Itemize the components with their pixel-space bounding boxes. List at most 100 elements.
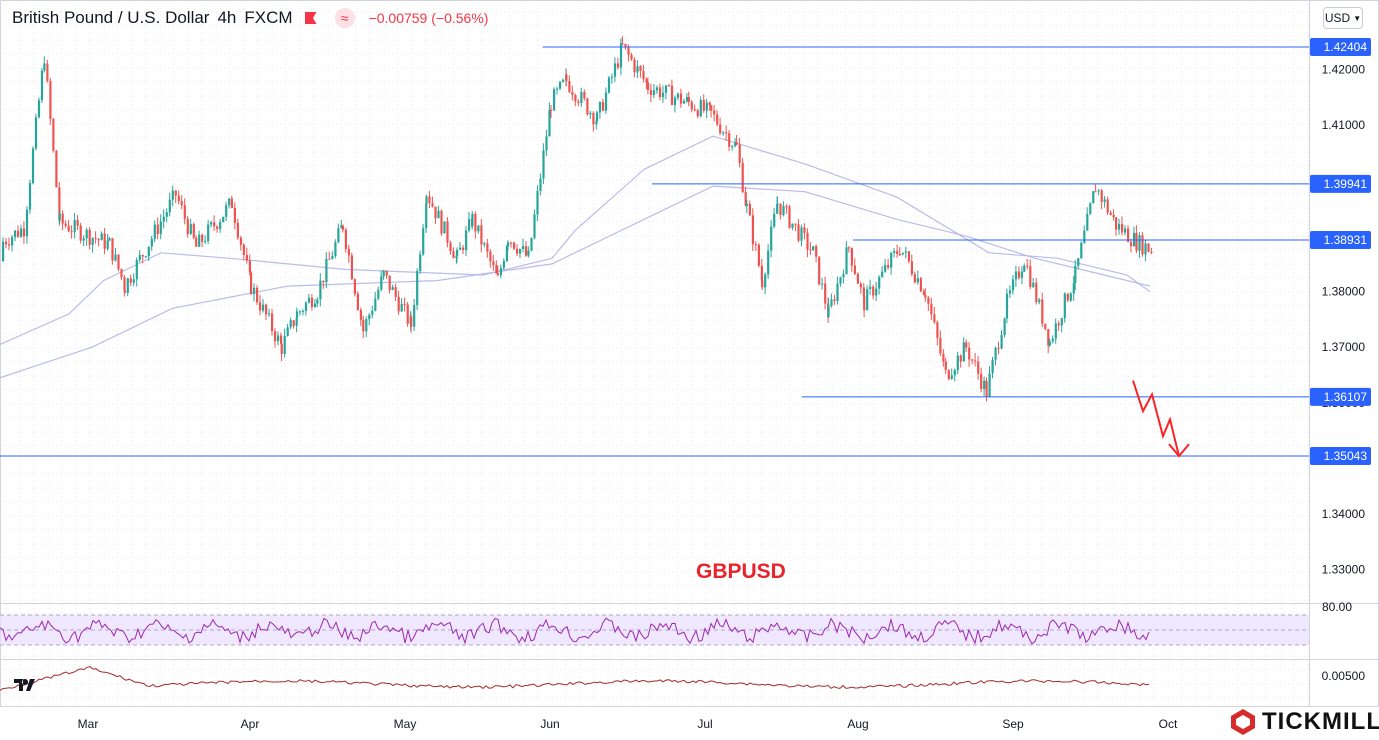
level-price-tag <box>1310 387 1371 406</box>
candle-body <box>471 213 474 227</box>
candle-body <box>738 144 741 163</box>
candle-body <box>55 150 58 188</box>
candle-body <box>507 242 510 247</box>
candle-body <box>550 109 553 111</box>
candle-body <box>1092 191 1095 204</box>
candle-body <box>129 278 132 283</box>
candle-body <box>14 230 17 238</box>
candle-body <box>779 203 782 216</box>
candle-body <box>459 247 462 250</box>
candle-body <box>856 273 859 284</box>
candle-body <box>310 297 314 307</box>
candle-body <box>1127 228 1130 243</box>
candle-body <box>168 199 171 213</box>
candle-body <box>971 359 974 361</box>
candle-body <box>316 299 319 304</box>
candle-body <box>800 227 803 241</box>
x-tick-label: Jul <box>697 717 712 731</box>
timeframe-label[interactable]: 4h <box>217 8 237 27</box>
candle-body <box>295 311 299 318</box>
candle-body <box>474 213 477 232</box>
candle-body <box>150 238 153 247</box>
candle-body <box>751 215 754 245</box>
candle-body <box>734 142 737 147</box>
candle-body <box>633 59 636 73</box>
candle-body <box>368 314 371 320</box>
candle-body <box>489 251 492 262</box>
wave-icon[interactable]: ≈ <box>334 8 355 28</box>
level-price-tag <box>1310 446 1371 465</box>
forecast-arrow <box>1132 380 1180 457</box>
candle-body <box>70 231 73 233</box>
candle-body <box>661 92 665 98</box>
candle-body <box>298 311 302 313</box>
candle-body <box>58 187 61 221</box>
candle-body <box>824 283 827 304</box>
candle-body <box>797 224 800 241</box>
candle-body <box>477 225 480 232</box>
candle-body <box>219 222 222 229</box>
candle-body <box>385 270 388 276</box>
candle-body <box>446 221 449 243</box>
candle-body <box>527 250 530 256</box>
candle-body <box>898 253 901 255</box>
candle-body <box>545 136 548 151</box>
candle-body <box>761 280 764 288</box>
candle-body <box>924 294 927 298</box>
candle-body <box>812 246 815 251</box>
candle-body <box>334 242 337 257</box>
candle-body <box>722 132 725 134</box>
candle-body <box>1054 323 1057 339</box>
candle-body <box>1147 243 1150 252</box>
candle-body <box>111 238 114 261</box>
flag-icon[interactable] <box>304 12 317 24</box>
candle-body <box>1115 217 1118 230</box>
candle-body <box>100 233 103 241</box>
candle-body <box>696 110 699 117</box>
chart-header: British Pound / U.S. Dollar 4h FXCM ≈ −0… <box>12 8 488 28</box>
candle-body <box>942 353 945 362</box>
candle-body <box>331 256 334 259</box>
candle-body <box>242 244 245 256</box>
level-price-tag <box>1310 174 1371 193</box>
candle-body <box>1057 323 1060 326</box>
candle-body <box>827 305 830 318</box>
candle-body <box>580 92 583 103</box>
candle-body <box>818 256 821 285</box>
candle-body <box>1063 293 1066 319</box>
candle-body <box>1003 318 1006 336</box>
oscillator-level-label: 0.00500 <box>1322 669 1366 683</box>
candle-body <box>31 148 35 183</box>
candle-body <box>719 124 722 134</box>
candle-body <box>356 293 359 310</box>
candle-body <box>604 92 608 111</box>
y-tick-label: 1.37000 <box>1322 340 1366 354</box>
candle-body <box>419 254 422 272</box>
tradingview-logo-icon[interactable] <box>14 676 42 699</box>
candle-body <box>106 240 109 249</box>
candle-body <box>79 225 82 241</box>
candle-body <box>286 327 289 336</box>
chart-frame <box>0 0 1379 707</box>
x-tick-label: Oct <box>1159 717 1178 731</box>
candle-body <box>539 178 542 191</box>
candle-body <box>337 228 340 243</box>
candle-body <box>853 265 856 274</box>
candle-body <box>64 223 67 226</box>
candle-body <box>265 304 268 315</box>
candle-body <box>1135 232 1138 251</box>
currency-selector[interactable]: USD ▼ <box>1323 7 1363 29</box>
candle-body <box>239 237 242 245</box>
level-price-label: 1.38931 <box>1324 233 1368 247</box>
candle-body <box>950 375 953 379</box>
level-price-label: 1.35043 <box>1324 449 1368 463</box>
candle-body <box>222 216 225 223</box>
candle-body <box>391 287 394 290</box>
level-price-label: 1.39941 <box>1324 177 1368 191</box>
candle-body <box>307 297 311 303</box>
candle-body <box>225 205 228 217</box>
y-tick-label: 1.38000 <box>1322 285 1366 299</box>
candle-body <box>505 246 508 262</box>
candle-body <box>673 97 677 106</box>
